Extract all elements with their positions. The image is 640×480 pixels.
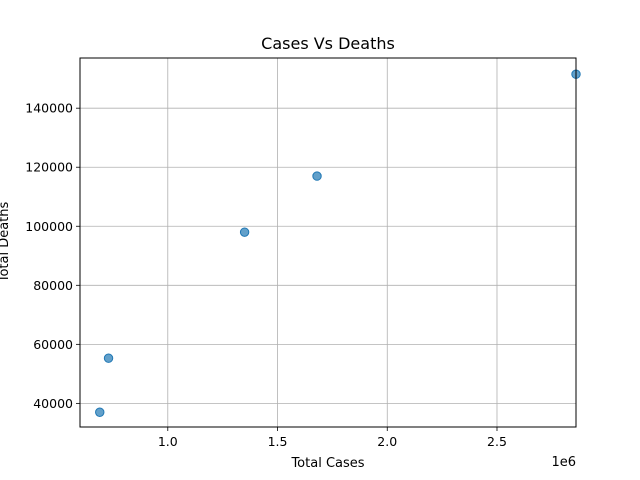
y-axis-label: Total Deaths [0, 201, 12, 283]
y-axis-ticks: 40000 60000 80000 100000 120000 140000 [25, 101, 80, 411]
grid [80, 58, 576, 427]
data-point [103, 353, 114, 363]
x-axis-ticks: 1.0 1.5 2.0 2.5 [158, 427, 507, 449]
plot-area-frame [79, 57, 577, 428]
x-tick-label: 2.5 [487, 434, 507, 449]
x-tick-label: 2.0 [377, 434, 397, 449]
y-tick-label: 80000 [33, 278, 73, 293]
x-tick-label: 1.5 [268, 434, 288, 449]
chart-title: Cases Vs Deaths [261, 34, 395, 53]
y-tick-label: 120000 [25, 160, 73, 175]
y-tick-label: 40000 [33, 396, 73, 411]
y-tick-label: 100000 [25, 219, 73, 234]
data-point [312, 171, 322, 181]
y-tick-label: 140000 [25, 101, 73, 116]
data-point [95, 407, 105, 417]
x-axis-label: Total Cases [290, 456, 364, 471]
x-tick-label: 1.0 [158, 434, 178, 449]
x-axis-offset-label: 1e6 [551, 455, 576, 470]
y-tick-label: 60000 [33, 337, 73, 352]
data-point [239, 227, 250, 237]
